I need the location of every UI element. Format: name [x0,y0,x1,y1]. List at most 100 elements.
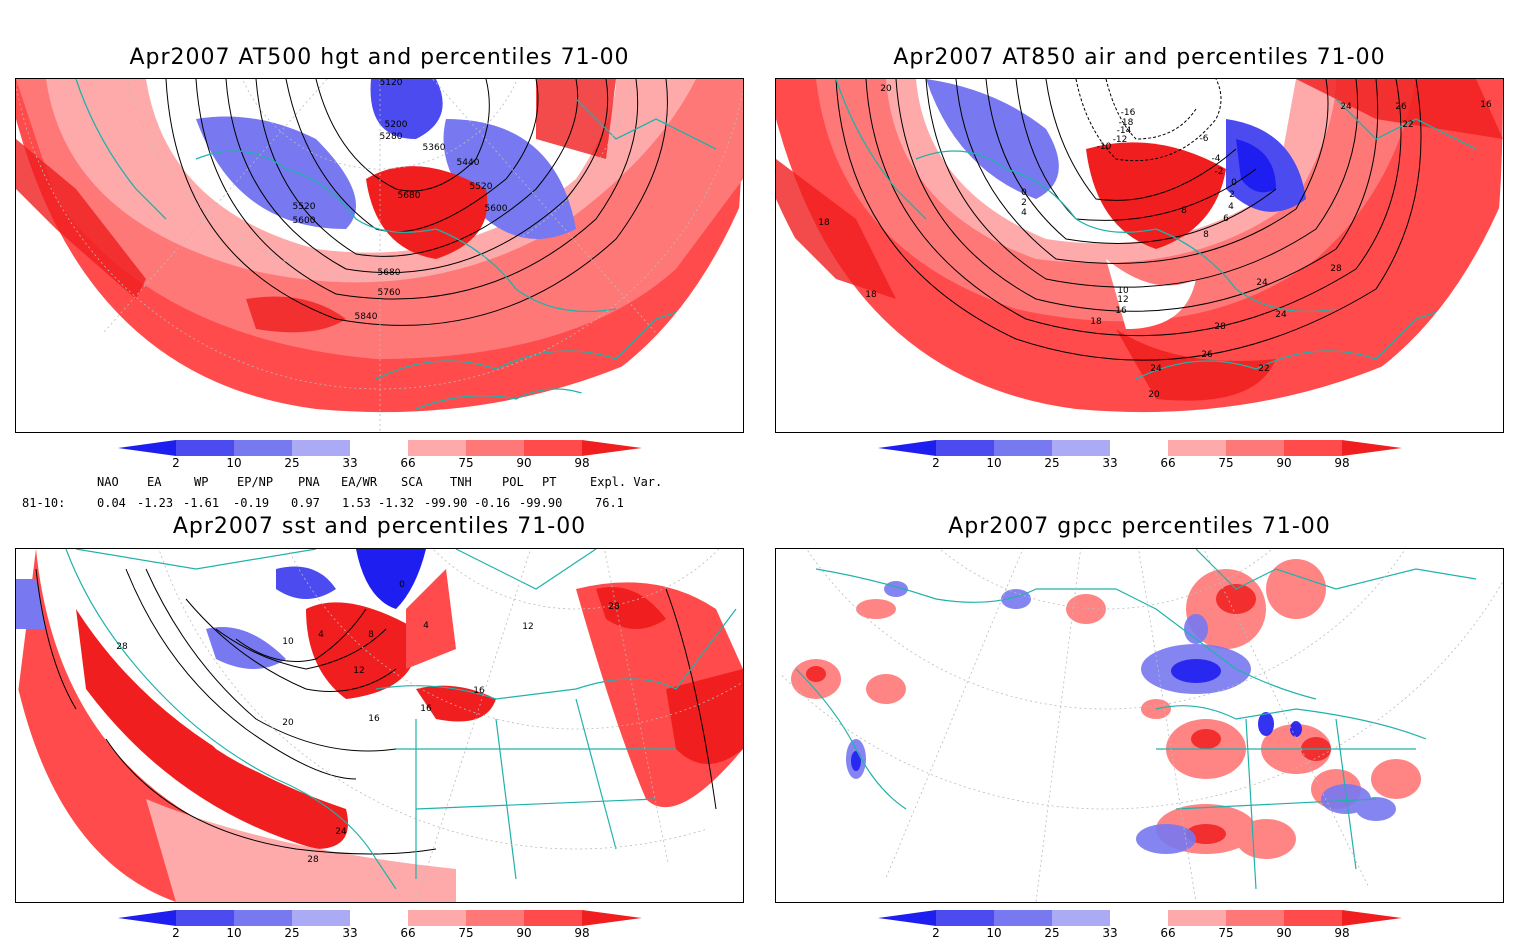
contour-label: -6 [1200,134,1209,144]
colorbar-label: 66 [400,456,416,470]
contour-label: 0 [399,580,405,590]
colorbar-label: 75 [1218,926,1234,940]
colorbar-label: 10 [986,926,1002,940]
colorbar-swatch [582,440,642,456]
colorbar-label: 66 [1160,456,1176,470]
map-panel-at500: 5120 5200 5280 5360 5440 5520 5600 5520 … [15,78,744,433]
colorbar-label: 90 [516,456,532,470]
map-gpcc [776,549,1503,902]
tele-value-explvar: 76.1 [595,496,624,510]
colorbar-swatch [1052,440,1110,456]
colorbar-swatch [524,910,582,926]
contour-label: 12 [1117,295,1128,305]
colorbar-label: 33 [342,456,358,470]
tele-value-wp: -1.61 [183,496,220,510]
colorbar-label: 75 [458,926,474,940]
contour-label: 22 [1402,120,1413,130]
contour-label: 8 [1181,206,1187,216]
contour-label: 18 [818,218,830,228]
contour-label: 20 [880,84,892,94]
colorbar-label: 90 [1276,926,1292,940]
colorbar-label: 33 [1102,456,1118,470]
contour-label: 6 [1223,214,1229,224]
contour-label: 18 [865,290,877,300]
tele-header-tnh: TNH [450,475,472,489]
contour-label: 16 [1480,100,1492,110]
contour-label: 28 [307,855,319,865]
colorbar-label: 33 [1102,926,1118,940]
colorbar-gpcc: 2 10 25 33 66 75 90 98 [878,909,1402,943]
tele-value-pt: -99.90 [519,496,563,510]
contour-label: 8 [1203,230,1209,240]
colorbar-label: 66 [1160,926,1176,940]
colorbar-swatch [176,910,234,926]
contour-label: 5280 [380,132,403,142]
colorbar-label: 33 [342,926,358,940]
contour-label: 5120 [380,79,403,88]
contour-label: 24 [1275,310,1287,320]
colorbar-swatch [582,910,642,926]
contour-label: 20 [282,718,294,728]
colorbar-label: 10 [226,456,242,470]
contour-label: 28 [1214,322,1226,332]
contour-label: 24 [1256,278,1268,288]
tele-value-epnp: -0.19 [233,496,270,510]
panel-title-at500: Apr2007 AT500 hgt and percentiles 71-00 [129,45,630,70]
contour-label: 5600 [293,216,316,226]
colorbar-swatch [408,910,466,926]
contour-label: 5680 [378,268,401,278]
contour-label: -4 [1212,154,1221,164]
contour-label: 28 [1330,264,1342,274]
tele-row-label: 81-10: [22,496,66,510]
contour-label: -18 [1119,118,1134,128]
tele-value-sca: -1.32 [378,496,415,510]
contour-label: 16 [420,704,432,714]
tele-value-ea: -1.23 [137,496,174,510]
panel-title-at850: Apr2007 AT850 air and percentiles 71-00 [893,45,1386,70]
colorbar-swatch [1110,910,1168,926]
contour-label: 0 [1231,178,1237,188]
tele-header-ea: EA [147,475,162,489]
colorbar-label: 25 [284,926,300,940]
contour-label: 8 [368,630,374,640]
contour-label: 22 [1258,364,1269,374]
map-sst: 0 4 8 10 12 16 16 16 12 20 24 28 28 28 4 [16,549,743,902]
tele-value-pna: 0.97 [291,496,320,510]
colorbar-swatch [292,440,350,456]
colorbar-sst: 2 10 25 33 66 75 90 98 [118,909,642,943]
colorbar-swatch [1052,910,1110,926]
colorbar-label: 98 [574,456,590,470]
tele-value-nao: 0.04 [97,496,126,510]
contour-label: 2 [1229,190,1235,200]
colorbar-swatch [1284,440,1342,456]
tele-header-pt: PT [542,475,557,489]
colorbar-label: 2 [172,926,180,940]
colorbar-swatch [936,910,994,926]
contour-label: 5520 [470,182,493,192]
contour-label: -2 [1215,167,1224,177]
tele-header-pol: POL [502,475,524,489]
colorbar-at850: 2 10 25 33 66 75 90 98 [878,439,1402,473]
colorbar-swatch [878,910,936,926]
colorbar-swatch [118,910,176,926]
contour-label: 12 [522,622,533,632]
contour-label: -16 [1121,108,1136,118]
teleconnection-table: NAO EA WP EP/NP PNA EA/WR SCA TNH POL PT… [0,475,700,515]
contour-label: 16 [473,686,485,696]
contour-label: -12 [1113,135,1128,145]
contour-label: -14 [1117,126,1132,136]
tele-value-pol: -0.16 [474,496,511,510]
colorbar-swatch [1110,440,1168,456]
colorbar-label: 2 [932,456,940,470]
colorbar-at500: 2 10 25 33 66 75 90 98 [118,439,642,473]
contour-label: 24 [1340,102,1352,112]
tele-header-pna: PNA [298,475,320,489]
contour-label: 28 [608,602,620,612]
contour-label: 26 [1201,350,1213,360]
panel-title-gpcc: Apr2007 gpcc percentiles 71-00 [948,514,1331,539]
colorbar-swatch [1168,440,1226,456]
colorbar-swatch [1168,910,1226,926]
colorbar-swatch [176,440,234,456]
contour-label: 10 [1117,286,1129,296]
tele-header-explvar: Expl. Var. [590,475,663,489]
